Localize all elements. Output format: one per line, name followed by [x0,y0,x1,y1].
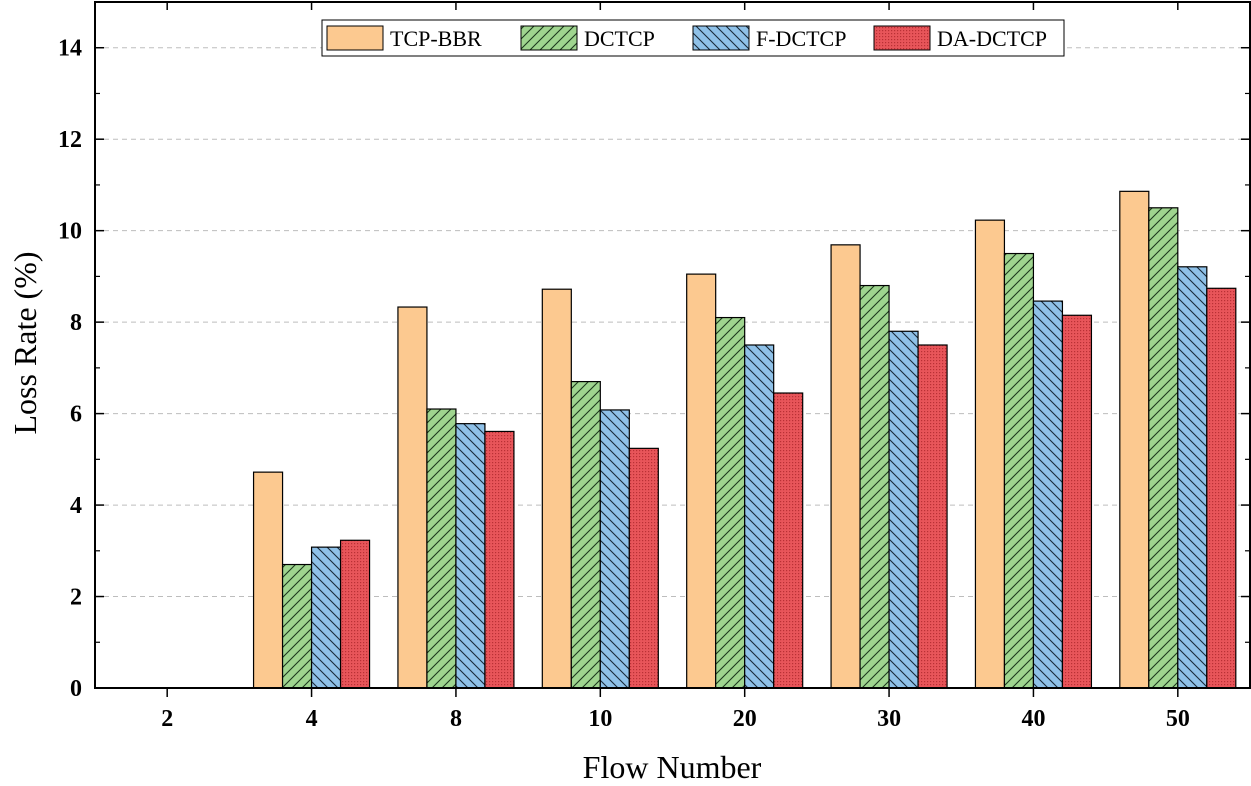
legend-label-tcp-bbr: TCP-BBR [390,26,482,51]
bar-da-dctcp-50 [1206,287,1237,689]
y-tick-label: 0 [70,676,82,702]
bar-tcp-bbr-50 [1119,190,1150,689]
legend-label-dctcp: DCTCP [584,26,655,51]
x-tick-label: 2 [161,706,173,732]
legend-label-f-dctcp: F-DCTCP [756,26,846,51]
legend-swatch-tcp-bbr [326,25,384,51]
bar-f-dctcp-4 [310,546,342,689]
bars [252,190,1237,689]
bar-tcp-bbr-4 [252,471,284,689]
bar-dctcp-8 [426,408,457,689]
bar-tcp-bbr-40 [974,219,1006,689]
bar-da-dctcp-8 [484,430,515,689]
y-tick-label: 4 [70,493,82,519]
bar-da-dctcp-4 [339,539,371,689]
bar-dctcp-40 [1003,252,1035,689]
x-tick-label: 20 [733,706,757,732]
bar-tcp-bbr-8 [397,306,428,689]
bar-dctcp-10 [570,380,601,689]
bar-dctcp-50 [1148,207,1179,689]
x-tick-label: 30 [877,706,901,732]
x-tick-label: 8 [450,706,462,732]
bar-f-dctcp-50 [1177,266,1208,689]
bar-f-dctcp-30 [888,330,919,689]
y-tick-label: 6 [70,402,82,428]
y-axis-title: Loss Rate (%) [7,251,43,434]
y-tick-label: 12 [58,127,82,153]
legend-swatch-f-dctcp [692,25,750,51]
x-tick-label: 10 [588,706,612,732]
bar-da-dctcp-40 [1061,314,1093,689]
x-axis-title: Flow Number [583,749,762,785]
bar-f-dctcp-8 [455,423,486,689]
bar-tcp-bbr-10 [541,288,572,689]
legend-swatch-da-dctcp [873,25,931,51]
x-tick-label: 40 [1021,706,1045,732]
bar-da-dctcp-20 [773,392,804,689]
legend-swatch-dctcp [520,25,578,51]
axes [94,1,1251,697]
plot-frame [94,1,1251,689]
y-tick-label: 8 [70,310,82,336]
bar-f-dctcp-10 [599,409,630,689]
tick-labels: 0 2 4 6 8 10 12 14 2 4 8 10 20 30 40 50 [58,36,1190,732]
y-tick-label: 2 [70,585,82,611]
legend-label-da-dctcp: DA-DCTCP [937,26,1047,51]
bar-da-dctcp-10 [628,447,659,689]
bar-f-dctcp-20 [744,344,775,689]
bar-tcp-bbr-20 [686,273,717,689]
bar-dctcp-4 [281,563,313,689]
bar-tcp-bbr-30 [830,244,861,689]
y-tick-label: 10 [58,219,82,245]
bar-dctcp-30 [859,284,890,689]
x-tick-label: 50 [1166,706,1190,732]
y-tick-label: 14 [58,36,82,62]
x-tick-label: 4 [306,706,318,732]
bar-f-dctcp-40 [1032,300,1064,689]
bar-dctcp-20 [715,316,746,689]
legend: TCP-BBR DCTCP F-DCTCP DA-DCTCP [321,19,1065,57]
bar-da-dctcp-30 [917,344,948,689]
